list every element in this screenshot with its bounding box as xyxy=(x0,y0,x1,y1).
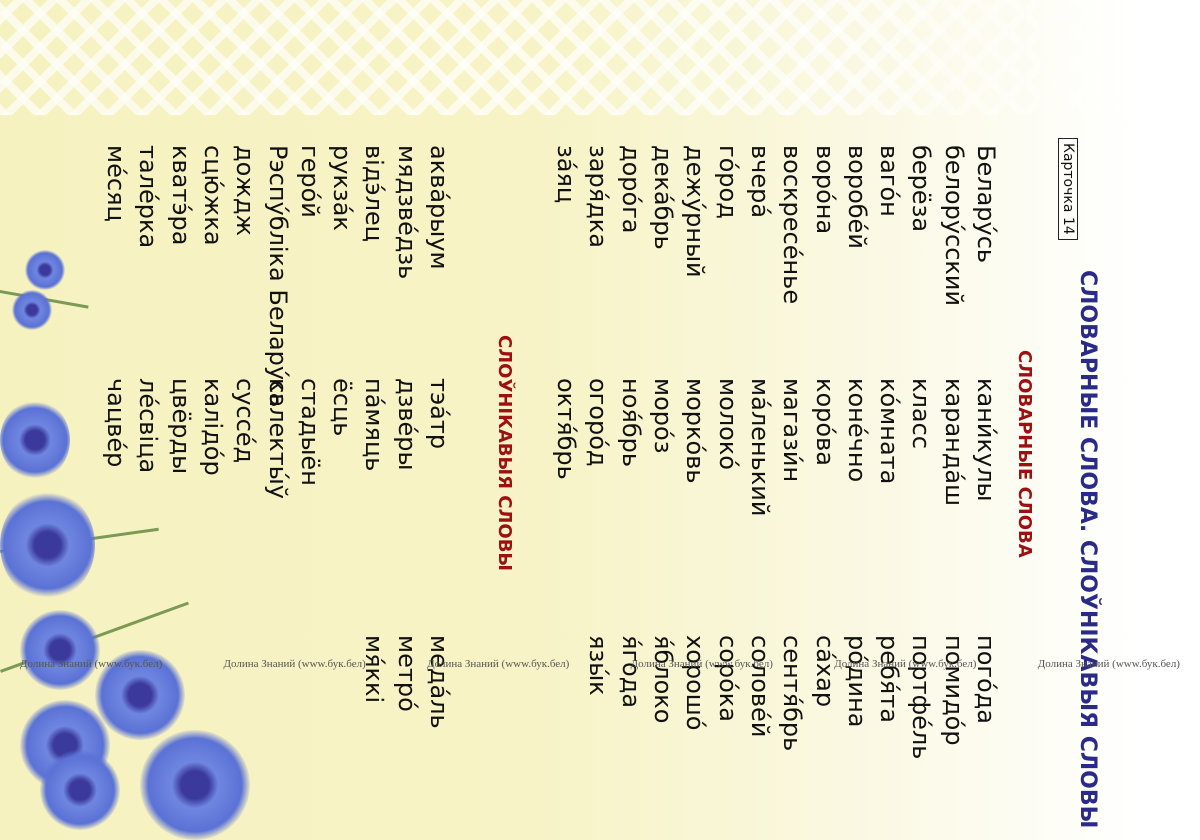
russian-column-1: Белару́сь белору́сский берёза ваго́н воробе́… xyxy=(550,145,1002,306)
word-item: каранда́ш xyxy=(939,378,968,507)
cornflower xyxy=(95,650,185,740)
watermark: Долина Знаний (www.бук.бел) xyxy=(630,658,773,670)
word-item: калекты́ў xyxy=(263,378,292,499)
word-item: класс xyxy=(907,378,936,449)
word-item: метро́ xyxy=(392,635,421,712)
word-item: коне́чно xyxy=(842,378,871,483)
word-item: вчера́ xyxy=(745,145,774,219)
cornflower-decoration xyxy=(0,250,260,840)
word-item: мядзве́дзь xyxy=(392,145,421,280)
word-item: пого́да xyxy=(972,635,1000,724)
word-item: Рэспу́бліка Белару́сь xyxy=(263,145,292,408)
belarusian-column-2: тэа́тр дзве́ры па́мяць ёсць стадыён калекты́ў… xyxy=(100,378,455,499)
word-item: заря́дка xyxy=(584,145,613,248)
word-item: стадыён xyxy=(295,378,324,486)
word-item: дежу́рный xyxy=(681,145,710,278)
watermark: Долина Знаний (www.бук.бел) xyxy=(427,658,570,670)
cornflower xyxy=(0,490,95,600)
word-item: са́хар xyxy=(810,635,839,708)
word-item: геро́й xyxy=(295,145,324,218)
word-item: солове́й xyxy=(745,635,774,738)
word-item: ребя́та xyxy=(875,635,904,723)
word-item: воскресе́нье xyxy=(778,145,807,305)
word-item: па́мяць xyxy=(360,378,389,472)
word-item: ваго́н xyxy=(875,145,904,217)
word-item: белору́сский xyxy=(939,145,968,307)
watermark-row: Долина Знаний (www.бук.бел) Долина Знани… xyxy=(0,658,1200,670)
cornflower xyxy=(25,250,65,290)
word-item: го́род xyxy=(713,145,742,219)
word-item: за́яц xyxy=(552,145,581,204)
word-item: чацве́р xyxy=(102,378,131,468)
word-item: рукза́к xyxy=(328,145,357,231)
word-item: сцю́жка xyxy=(198,145,227,246)
word-item: коро́ва xyxy=(810,378,839,466)
cornflower xyxy=(40,750,120,830)
word-item: воро́на xyxy=(810,145,839,235)
word-item: цвёрды xyxy=(166,378,195,475)
word-item: ёсць xyxy=(328,378,357,437)
word-item: морко́вь xyxy=(681,378,710,484)
word-item: тэа́тр xyxy=(425,378,453,450)
folk-ornament-pattern xyxy=(0,0,1200,115)
word-item: ма́ленький xyxy=(745,378,774,517)
watermark: Долина Знаний (www.бук.бел) xyxy=(834,658,977,670)
word-item: дождж xyxy=(231,145,260,237)
word-item: мя́ккі xyxy=(360,635,389,704)
watermark: Долина Знаний (www.бук.бел) xyxy=(20,658,163,670)
word-item: ноя́брь xyxy=(616,378,645,467)
russian-column-2: кани́кулы каранда́ш класс ко́мната коне́чно к… xyxy=(550,378,1002,516)
word-item: ко́мната xyxy=(875,378,904,485)
word-item: аква́рыум xyxy=(425,145,453,270)
word-item: дзве́ры xyxy=(392,378,421,471)
word-item: я́года xyxy=(616,635,645,709)
word-item: октя́брь xyxy=(552,378,581,480)
word-item: соро́ка xyxy=(713,635,742,722)
word-item: воробе́й xyxy=(842,145,871,249)
word-item: ро́дина xyxy=(842,635,871,728)
word-item: Белару́сь xyxy=(972,145,1000,264)
belarusian-words-heading: СЛОЎНІКАВЫЯ СЛОВЫ xyxy=(494,335,515,572)
word-item: я́блоко xyxy=(649,635,678,724)
word-item: сентя́брь xyxy=(778,635,807,752)
word-item: кани́кулы xyxy=(972,378,1000,502)
word-item: меда́ль xyxy=(425,635,453,729)
page-title: СЛОВАРНЫЕ СЛОВА. СЛОЎНІКАВЫЯ СЛОВЫ xyxy=(1075,270,1100,829)
word-item: язы́к xyxy=(584,635,613,696)
word-item: ле́свіца xyxy=(134,378,163,474)
word-item: молоко́ xyxy=(713,378,742,470)
belarusian-column-1: аква́рыум мядзве́дзь відэ́лец рукза́к геро́й… xyxy=(100,145,455,407)
word-item: дека́брь xyxy=(649,145,678,250)
word-item: ме́сяц xyxy=(102,145,131,222)
word-item: помидо́р xyxy=(939,635,968,746)
word-item: кватэ́ра xyxy=(166,145,195,246)
card-number-label: Карточка 14 xyxy=(1058,138,1078,240)
word-item: берёза xyxy=(907,145,936,233)
watermark: Долина Знаний (www.бук.бел) xyxy=(1037,658,1180,670)
word-item: магази́н xyxy=(778,378,807,483)
watermark: Долина Знаний (www.бук.бел) xyxy=(223,658,366,670)
russian-column-3: пого́да помидо́р портфе́ль ребя́та ро́дина са… xyxy=(582,635,1002,759)
word-item: тале́рка xyxy=(134,145,163,249)
word-item: огоро́д xyxy=(584,378,613,467)
word-item: портфе́ль xyxy=(907,635,936,760)
cornflower xyxy=(140,730,250,840)
word-item: відэ́лец xyxy=(360,145,389,243)
cornflower xyxy=(12,290,52,330)
belarusian-column-3: меда́ль метро́ мя́ккі xyxy=(358,635,455,729)
word-item: доро́га xyxy=(616,145,645,234)
cornflower xyxy=(20,610,100,690)
word-item: калідо́р xyxy=(198,378,227,476)
russian-words-heading: СЛОВАРНЫЕ СЛОВА xyxy=(1014,350,1035,558)
word-item: моро́з xyxy=(649,378,678,454)
cornflower xyxy=(0,400,70,480)
word-item: хорошо́ xyxy=(681,635,710,731)
word-item: суссе́д xyxy=(231,378,260,464)
